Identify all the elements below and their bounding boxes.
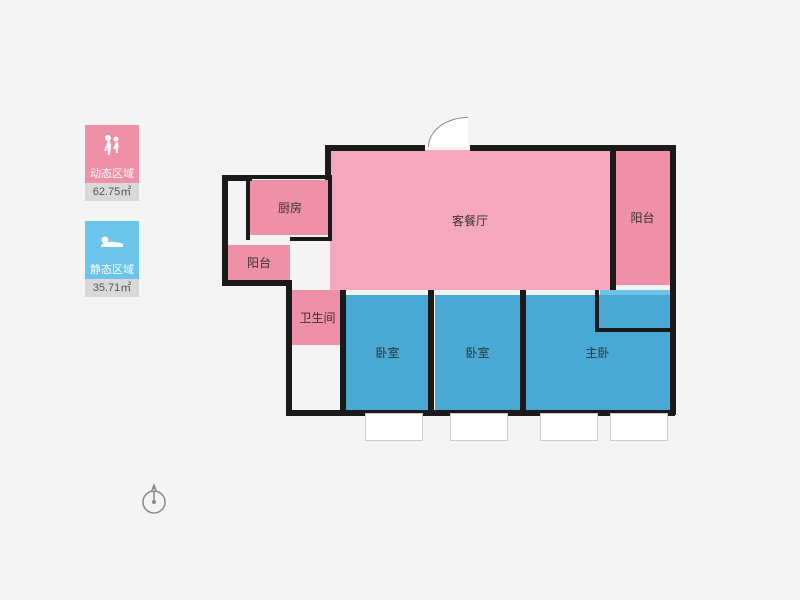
room-label: 主卧	[585, 344, 609, 361]
room-label: 阳台	[247, 254, 271, 271]
room-label: 阳台	[630, 209, 654, 226]
legend-panel: 动态区域 62.75㎡ 静态区域 35.71㎡	[85, 125, 145, 317]
wall-segment	[290, 237, 332, 241]
window	[365, 413, 423, 441]
sleep-icon	[85, 221, 139, 261]
legend-dynamic-unit: ㎡	[120, 186, 131, 198]
legend-dynamic: 动态区域 62.75㎡	[85, 125, 145, 201]
legend-static-value: 35.71㎡	[85, 279, 139, 297]
wall-segment	[470, 145, 610, 151]
wall-segment	[222, 280, 292, 286]
wall-segment	[325, 145, 425, 151]
window	[610, 413, 668, 441]
room-balcony1: 阳台	[228, 245, 290, 280]
window	[450, 413, 508, 441]
legend-static: 静态区域 35.71㎡	[85, 221, 145, 297]
room-label: 卧室	[465, 344, 489, 361]
legend-dynamic-label: 动态区域	[85, 165, 139, 183]
room-label: 卧室	[375, 344, 399, 361]
legend-static-unit: ㎡	[120, 282, 131, 294]
wall-segment	[286, 280, 292, 415]
room-bed2: 卧室	[435, 295, 520, 410]
wall-segment	[595, 328, 673, 332]
people-icon	[85, 125, 139, 165]
legend-static-label: 静态区域	[85, 261, 139, 279]
door-arc	[428, 117, 468, 147]
wall-segment	[670, 285, 676, 415]
wall-segment	[428, 290, 434, 415]
wall-segment	[328, 175, 332, 240]
wall-segment	[246, 175, 331, 179]
legend-static-num: 35.71	[93, 282, 121, 294]
room-bath1: 卫生间	[290, 290, 345, 345]
window	[540, 413, 598, 441]
room-label: 卫生间	[299, 309, 335, 326]
room-kitchen: 厨房	[250, 180, 330, 235]
room-label: 厨房	[278, 199, 302, 216]
floorplan: 客餐厅厨房阳台阳台卫生间卫生间卧室卧室主卧	[210, 115, 710, 475]
wall-segment	[595, 290, 599, 332]
room-label: 客餐厅	[452, 212, 488, 229]
wall-segment	[670, 145, 676, 290]
wall-segment	[286, 410, 346, 416]
room-bed1: 卧室	[345, 295, 430, 410]
room-living: 客餐厅	[330, 150, 610, 290]
compass-icon	[140, 480, 168, 516]
room-balcony2: 阳台	[615, 150, 670, 285]
wall-segment	[246, 175, 250, 240]
wall-segment	[520, 290, 526, 415]
wall-segment	[610, 145, 676, 151]
legend-dynamic-value: 62.75㎡	[85, 183, 139, 201]
wall-segment	[340, 290, 346, 415]
legend-dynamic-num: 62.75	[93, 186, 121, 198]
wall-segment	[610, 145, 616, 290]
wall-segment	[222, 175, 228, 285]
